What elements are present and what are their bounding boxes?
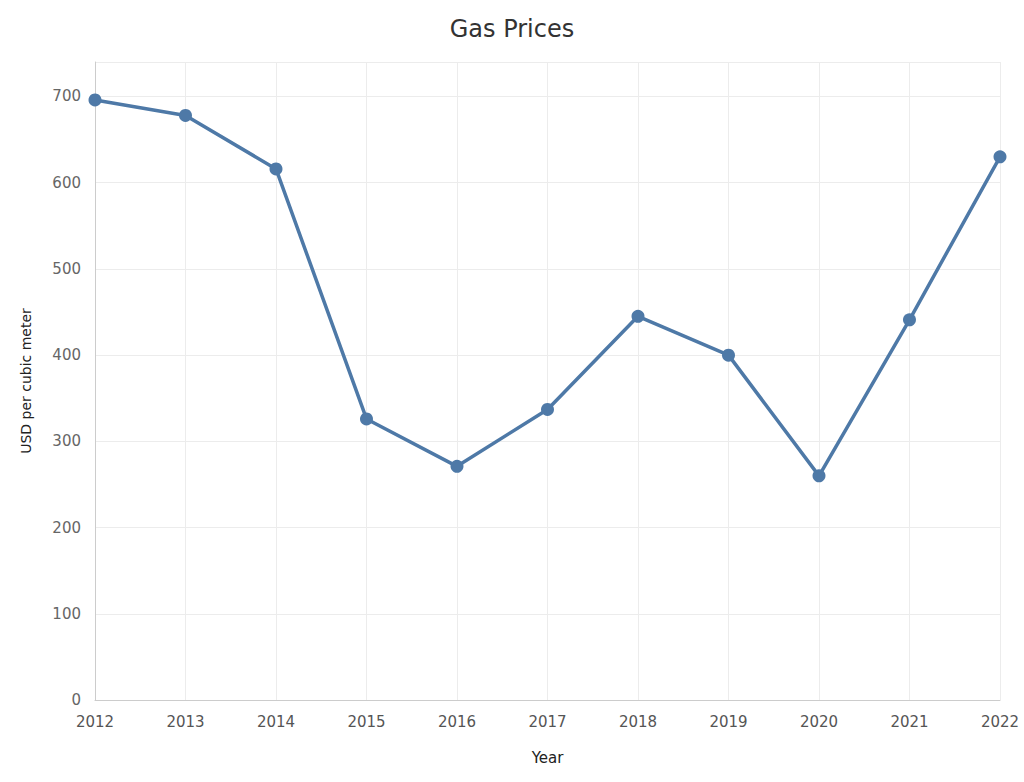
svg-text:2021: 2021 [890, 713, 928, 731]
svg-text:2018: 2018 [619, 713, 657, 731]
svg-text:2017: 2017 [528, 713, 566, 731]
svg-text:300: 300 [52, 432, 81, 450]
svg-text:2012: 2012 [76, 713, 114, 731]
svg-text:2016: 2016 [438, 713, 476, 731]
svg-text:2014: 2014 [257, 713, 295, 731]
svg-text:2015: 2015 [347, 713, 385, 731]
svg-text:2020: 2020 [800, 713, 838, 731]
svg-text:400: 400 [52, 346, 81, 364]
svg-text:0: 0 [71, 691, 81, 709]
svg-text:2019: 2019 [709, 713, 747, 731]
svg-text:700: 700 [52, 87, 81, 105]
svg-text:Year: Year [531, 749, 565, 767]
svg-text:2022: 2022 [981, 713, 1019, 731]
svg-text:600: 600 [52, 174, 81, 192]
svg-text:100: 100 [52, 605, 81, 623]
svg-text:200: 200 [52, 519, 81, 537]
svg-text:USD per cubic meter: USD per cubic meter [18, 308, 34, 454]
svg-text:Gas Prices: Gas Prices [450, 15, 575, 43]
svg-text:500: 500 [52, 260, 81, 278]
svg-text:2013: 2013 [166, 713, 204, 731]
